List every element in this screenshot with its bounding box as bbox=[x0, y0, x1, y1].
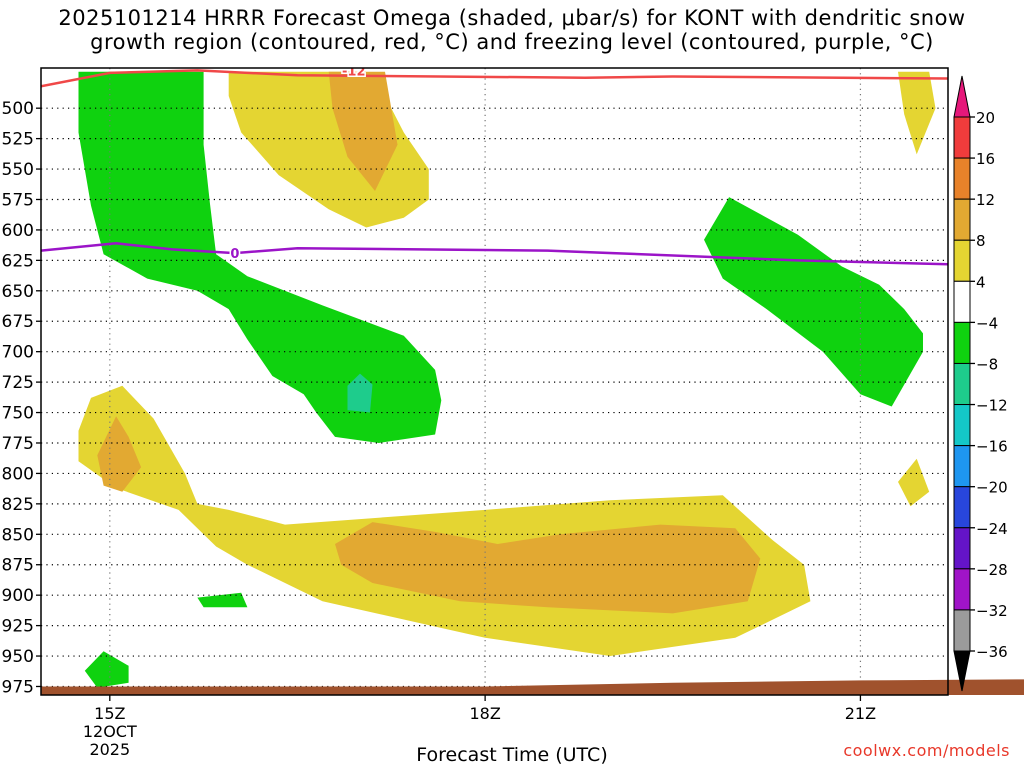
y-tick-label-900: 900 bbox=[2, 586, 34, 606]
colorbar-label--16: −16 bbox=[976, 438, 1008, 456]
colorbar-bin-11 bbox=[953, 568, 971, 611]
x-tick-sublabel: 2025 bbox=[89, 740, 130, 759]
colorbar-bin-9 bbox=[953, 486, 971, 529]
x-tick-sublabel: 12OCT bbox=[83, 722, 137, 741]
omega-region-2 bbox=[228, 71, 429, 228]
y-tick-label-500: 500 bbox=[2, 99, 34, 119]
colorbar-label--12: −12 bbox=[976, 397, 1008, 415]
colorbar-label--24: −24 bbox=[976, 520, 1008, 538]
contour-line-1 bbox=[41, 242, 948, 266]
colorbar-label-8: 8 bbox=[976, 232, 986, 250]
contour-label: -12 bbox=[342, 64, 366, 79]
y-tick-label-775: 775 bbox=[2, 434, 34, 454]
omega-region-3 bbox=[328, 71, 398, 191]
x-tick-label-18Z: 18Z bbox=[469, 704, 500, 723]
y-tick-label-800: 800 bbox=[2, 464, 34, 484]
omega-region-4 bbox=[704, 197, 923, 407]
terrain-fill bbox=[41, 679, 1024, 695]
colorbar-label--8: −8 bbox=[976, 355, 998, 373]
contour-line-0 bbox=[41, 69, 948, 88]
omega-region-1 bbox=[347, 373, 373, 413]
colorbar-bin-3 bbox=[953, 239, 971, 282]
colorbar-bin-5 bbox=[953, 321, 971, 364]
x-axis-label: Forecast Time (UTC) bbox=[416, 744, 608, 766]
y-tick-label-700: 700 bbox=[2, 343, 34, 363]
colorbar-label--36: −36 bbox=[976, 643, 1008, 661]
colorbar-label-12: 12 bbox=[976, 191, 995, 209]
omega-region-5 bbox=[898, 71, 936, 155]
chart-title: 2025101214 HRRR Forecast Omega (shaded, … bbox=[0, 6, 1024, 54]
grid-lines bbox=[41, 68, 948, 695]
chart-title-line-1: 2025101214 HRRR Forecast Omega (shaded, … bbox=[58, 6, 966, 30]
colorbar: 20 16 12 8 4 −4 −8 −12 −16 −20 −24 −28 −32 −36 bbox=[953, 75, 1008, 692]
colorbar-label--20: −20 bbox=[976, 479, 1008, 497]
y-tick-label-525: 525 bbox=[2, 130, 34, 150]
y-tick-label-925: 925 bbox=[2, 617, 34, 637]
y-tick-label-625: 625 bbox=[2, 251, 34, 271]
colorbar-bin-2 bbox=[953, 198, 971, 241]
omega-region-19 bbox=[84, 651, 129, 688]
credit-text: coolwx.com/models bbox=[843, 741, 1010, 760]
y-tick-label-675: 675 bbox=[2, 312, 34, 332]
colorbar-label--32: −32 bbox=[976, 602, 1008, 620]
omega-region-18 bbox=[197, 592, 248, 608]
chart-title-line-2: growth region (contoured, red, °C) and f… bbox=[90, 30, 934, 54]
colorbar-bottom-arrow bbox=[953, 650, 971, 692]
y-tick-label-725: 725 bbox=[2, 373, 34, 393]
y-tick-label-950: 950 bbox=[2, 647, 34, 667]
y-tick-label-875: 875 bbox=[2, 556, 34, 576]
contour-label: 0 bbox=[230, 247, 239, 262]
colorbar-label-20: 20 bbox=[976, 109, 995, 127]
colorbar-bin-1 bbox=[953, 157, 971, 200]
colorbar-label-16: 16 bbox=[976, 150, 995, 168]
y-tick-label-650: 650 bbox=[2, 282, 34, 302]
y-tick-label-600: 600 bbox=[2, 221, 34, 241]
colorbar-bin-7 bbox=[953, 404, 971, 447]
omega-region-12 bbox=[335, 522, 761, 614]
y-tick-label-575: 575 bbox=[2, 190, 34, 210]
omega-region-11 bbox=[97, 416, 142, 492]
colorbar-bin-0 bbox=[953, 116, 971, 159]
colorbar-bin-10 bbox=[953, 527, 971, 570]
y-tick-label-825: 825 bbox=[2, 495, 34, 515]
colorbar-bin-12 bbox=[953, 609, 971, 652]
omega-region-10 bbox=[78, 385, 811, 656]
terrain bbox=[41, 679, 1024, 695]
x-tick-label-15Z: 15Z bbox=[94, 704, 125, 723]
omega-region-0 bbox=[78, 71, 442, 443]
omega-shaded-regions bbox=[78, 71, 936, 688]
colorbar-label-4: 4 bbox=[976, 273, 986, 291]
omega-region-13 bbox=[898, 458, 930, 507]
y-tick-label-550: 550 bbox=[2, 160, 34, 180]
y-axis-ticks: 500 525 550 575 600 625 650 675 700 725 750 775 800 8… bbox=[2, 99, 41, 697]
colorbar-label--4: −4 bbox=[976, 314, 998, 332]
y-tick-label-750: 750 bbox=[2, 404, 34, 424]
colorbar-bin-8 bbox=[953, 445, 971, 488]
x-axis-ticks: 15Z12OCT202518Z21Z00Z13OCT03Z06Z bbox=[83, 695, 876, 759]
colorbar-bin-6 bbox=[953, 362, 971, 406]
x-tick-label-21Z: 21Z bbox=[845, 704, 876, 723]
colorbar-bin-4 bbox=[953, 280, 971, 323]
y-tick-label-975: 975 bbox=[2, 677, 34, 697]
y-tick-label-850: 850 bbox=[2, 525, 34, 545]
colorbar-top-arrow bbox=[953, 75, 971, 118]
colorbar-label--28: −28 bbox=[976, 561, 1008, 579]
contour-lines: -1200 bbox=[41, 64, 948, 266]
